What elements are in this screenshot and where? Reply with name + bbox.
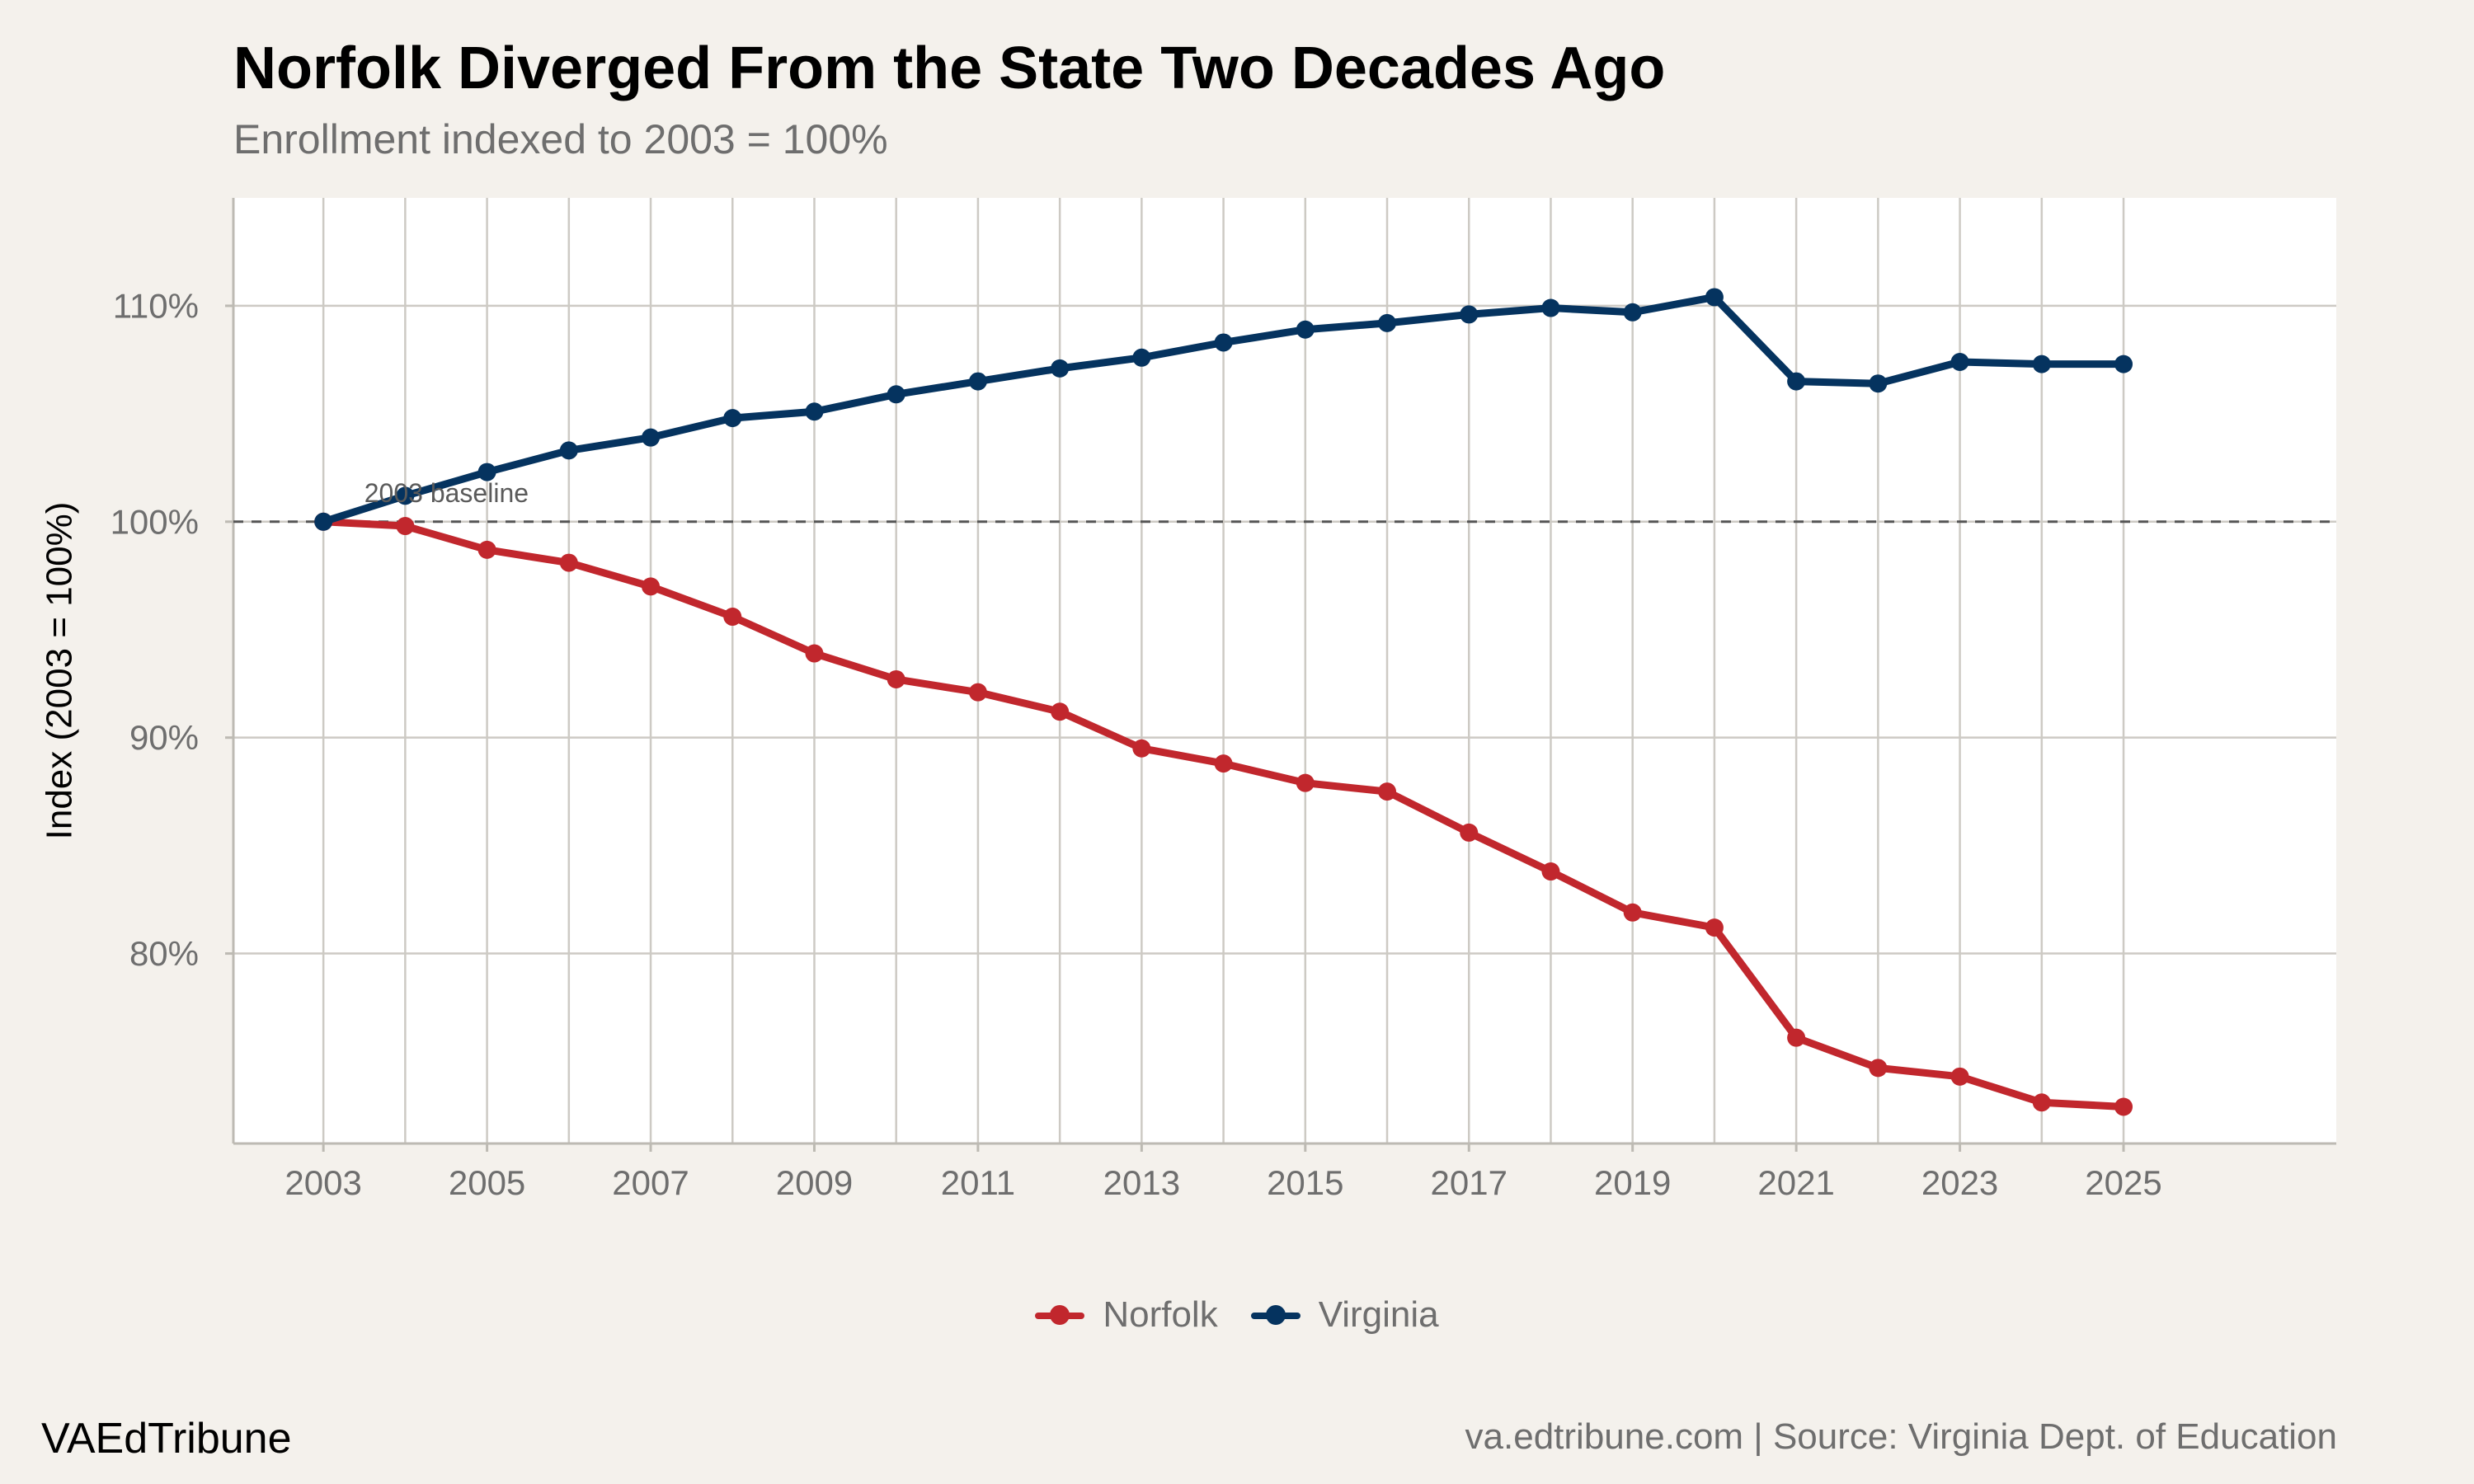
point-virginia-2009	[805, 402, 824, 421]
point-norfolk-2008	[723, 608, 742, 627]
point-virginia-2007	[642, 428, 661, 447]
point-virginia-2017	[1460, 305, 1479, 324]
point-norfolk-2025	[2114, 1097, 2133, 1116]
point-virginia-2006	[559, 441, 578, 460]
legend-item-virginia: Virginia	[1250, 1294, 1439, 1336]
point-virginia-2021	[1787, 372, 1806, 391]
point-virginia-2004	[396, 486, 415, 505]
legend-label-virginia: Virginia	[1318, 1294, 1439, 1335]
point-norfolk-2006	[559, 553, 578, 572]
point-virginia-2012	[1051, 359, 1070, 378]
point-virginia-2003	[314, 512, 333, 531]
source-credit: va.edtribune.com | Source: Virginia Dept…	[1465, 1416, 2337, 1457]
x-tick-label-2025: 2025	[2085, 1163, 2161, 1202]
x-tick-label-2009: 2009	[776, 1163, 853, 1202]
point-norfolk-2010	[887, 669, 905, 688]
point-virginia-2019	[1623, 303, 1642, 322]
point-norfolk-2005	[477, 540, 496, 559]
x-tick-label-2023: 2023	[1921, 1163, 1998, 1202]
x-tick-label-2013: 2013	[1103, 1163, 1180, 1202]
point-virginia-2016	[1378, 313, 1397, 332]
plot-panel	[233, 198, 2336, 1144]
x-tick-label-2005: 2005	[449, 1163, 525, 1202]
y-tick-label-110: 110%	[113, 286, 199, 325]
point-virginia-2018	[1541, 298, 1560, 317]
legend-item-norfolk: Norfolk	[1035, 1294, 1218, 1336]
baseline-reference-label: 2003 baseline	[365, 478, 529, 508]
chart-subtitle: Enrollment indexed to 2003 = 100%	[233, 116, 888, 162]
x-tick-label-2003: 2003	[285, 1163, 361, 1202]
point-norfolk-2019	[1623, 903, 1642, 922]
point-virginia-2011	[968, 372, 987, 391]
x-tick-label-2011: 2011	[941, 1163, 1015, 1202]
x-tick-label-2019: 2019	[1594, 1163, 1671, 1202]
y-tick-label-80: 80%	[129, 934, 199, 973]
point-virginia-2013	[1132, 348, 1151, 367]
x-tick-label-2015: 2015	[1267, 1163, 1343, 1202]
point-norfolk-2011	[968, 683, 987, 702]
x-tick-label-2021: 2021	[1757, 1163, 1834, 1202]
point-norfolk-2014	[1214, 754, 1233, 773]
point-norfolk-2012	[1051, 702, 1070, 721]
legend-key-norfolk	[1035, 1303, 1085, 1327]
point-norfolk-2021	[1787, 1028, 1806, 1047]
point-norfolk-2020	[1705, 918, 1724, 937]
point-norfolk-2024	[2032, 1093, 2051, 1112]
y-axis-title: Index (2003 = 100%)	[40, 502, 80, 840]
point-norfolk-2018	[1541, 862, 1560, 881]
point-norfolk-2016	[1378, 782, 1397, 801]
point-norfolk-2015	[1296, 773, 1315, 792]
point-norfolk-2013	[1132, 739, 1151, 758]
legend-key-virginia	[1250, 1303, 1300, 1327]
point-virginia-2005	[477, 463, 496, 481]
point-virginia-2022	[1869, 374, 1888, 393]
point-virginia-2024	[2032, 355, 2051, 373]
point-virginia-2020	[1705, 288, 1724, 307]
y-tick-label-100: 100%	[111, 502, 199, 541]
point-norfolk-2022	[1869, 1059, 1888, 1078]
point-norfolk-2009	[805, 644, 824, 663]
point-virginia-2025	[2114, 355, 2133, 373]
legend: Norfolk Virginia	[0, 1294, 2474, 1336]
point-virginia-2023	[1950, 353, 1969, 372]
brand-name: VAEdTribune	[41, 1415, 292, 1463]
point-virginia-2014	[1214, 333, 1233, 352]
x-tick-label-2007: 2007	[612, 1163, 689, 1202]
point-virginia-2010	[887, 385, 905, 404]
chart-title: Norfolk Diverged From the State Two Deca…	[233, 35, 1666, 101]
y-tick-label-90: 90%	[129, 718, 199, 757]
point-norfolk-2017	[1460, 823, 1479, 842]
legend-label-norfolk: Norfolk	[1103, 1294, 1218, 1335]
point-virginia-2015	[1296, 320, 1315, 339]
point-norfolk-2023	[1950, 1067, 1969, 1086]
point-norfolk-2007	[642, 577, 661, 596]
point-norfolk-2004	[396, 517, 415, 536]
x-tick-label-2017: 2017	[1431, 1163, 1507, 1202]
point-virginia-2008	[723, 409, 742, 428]
